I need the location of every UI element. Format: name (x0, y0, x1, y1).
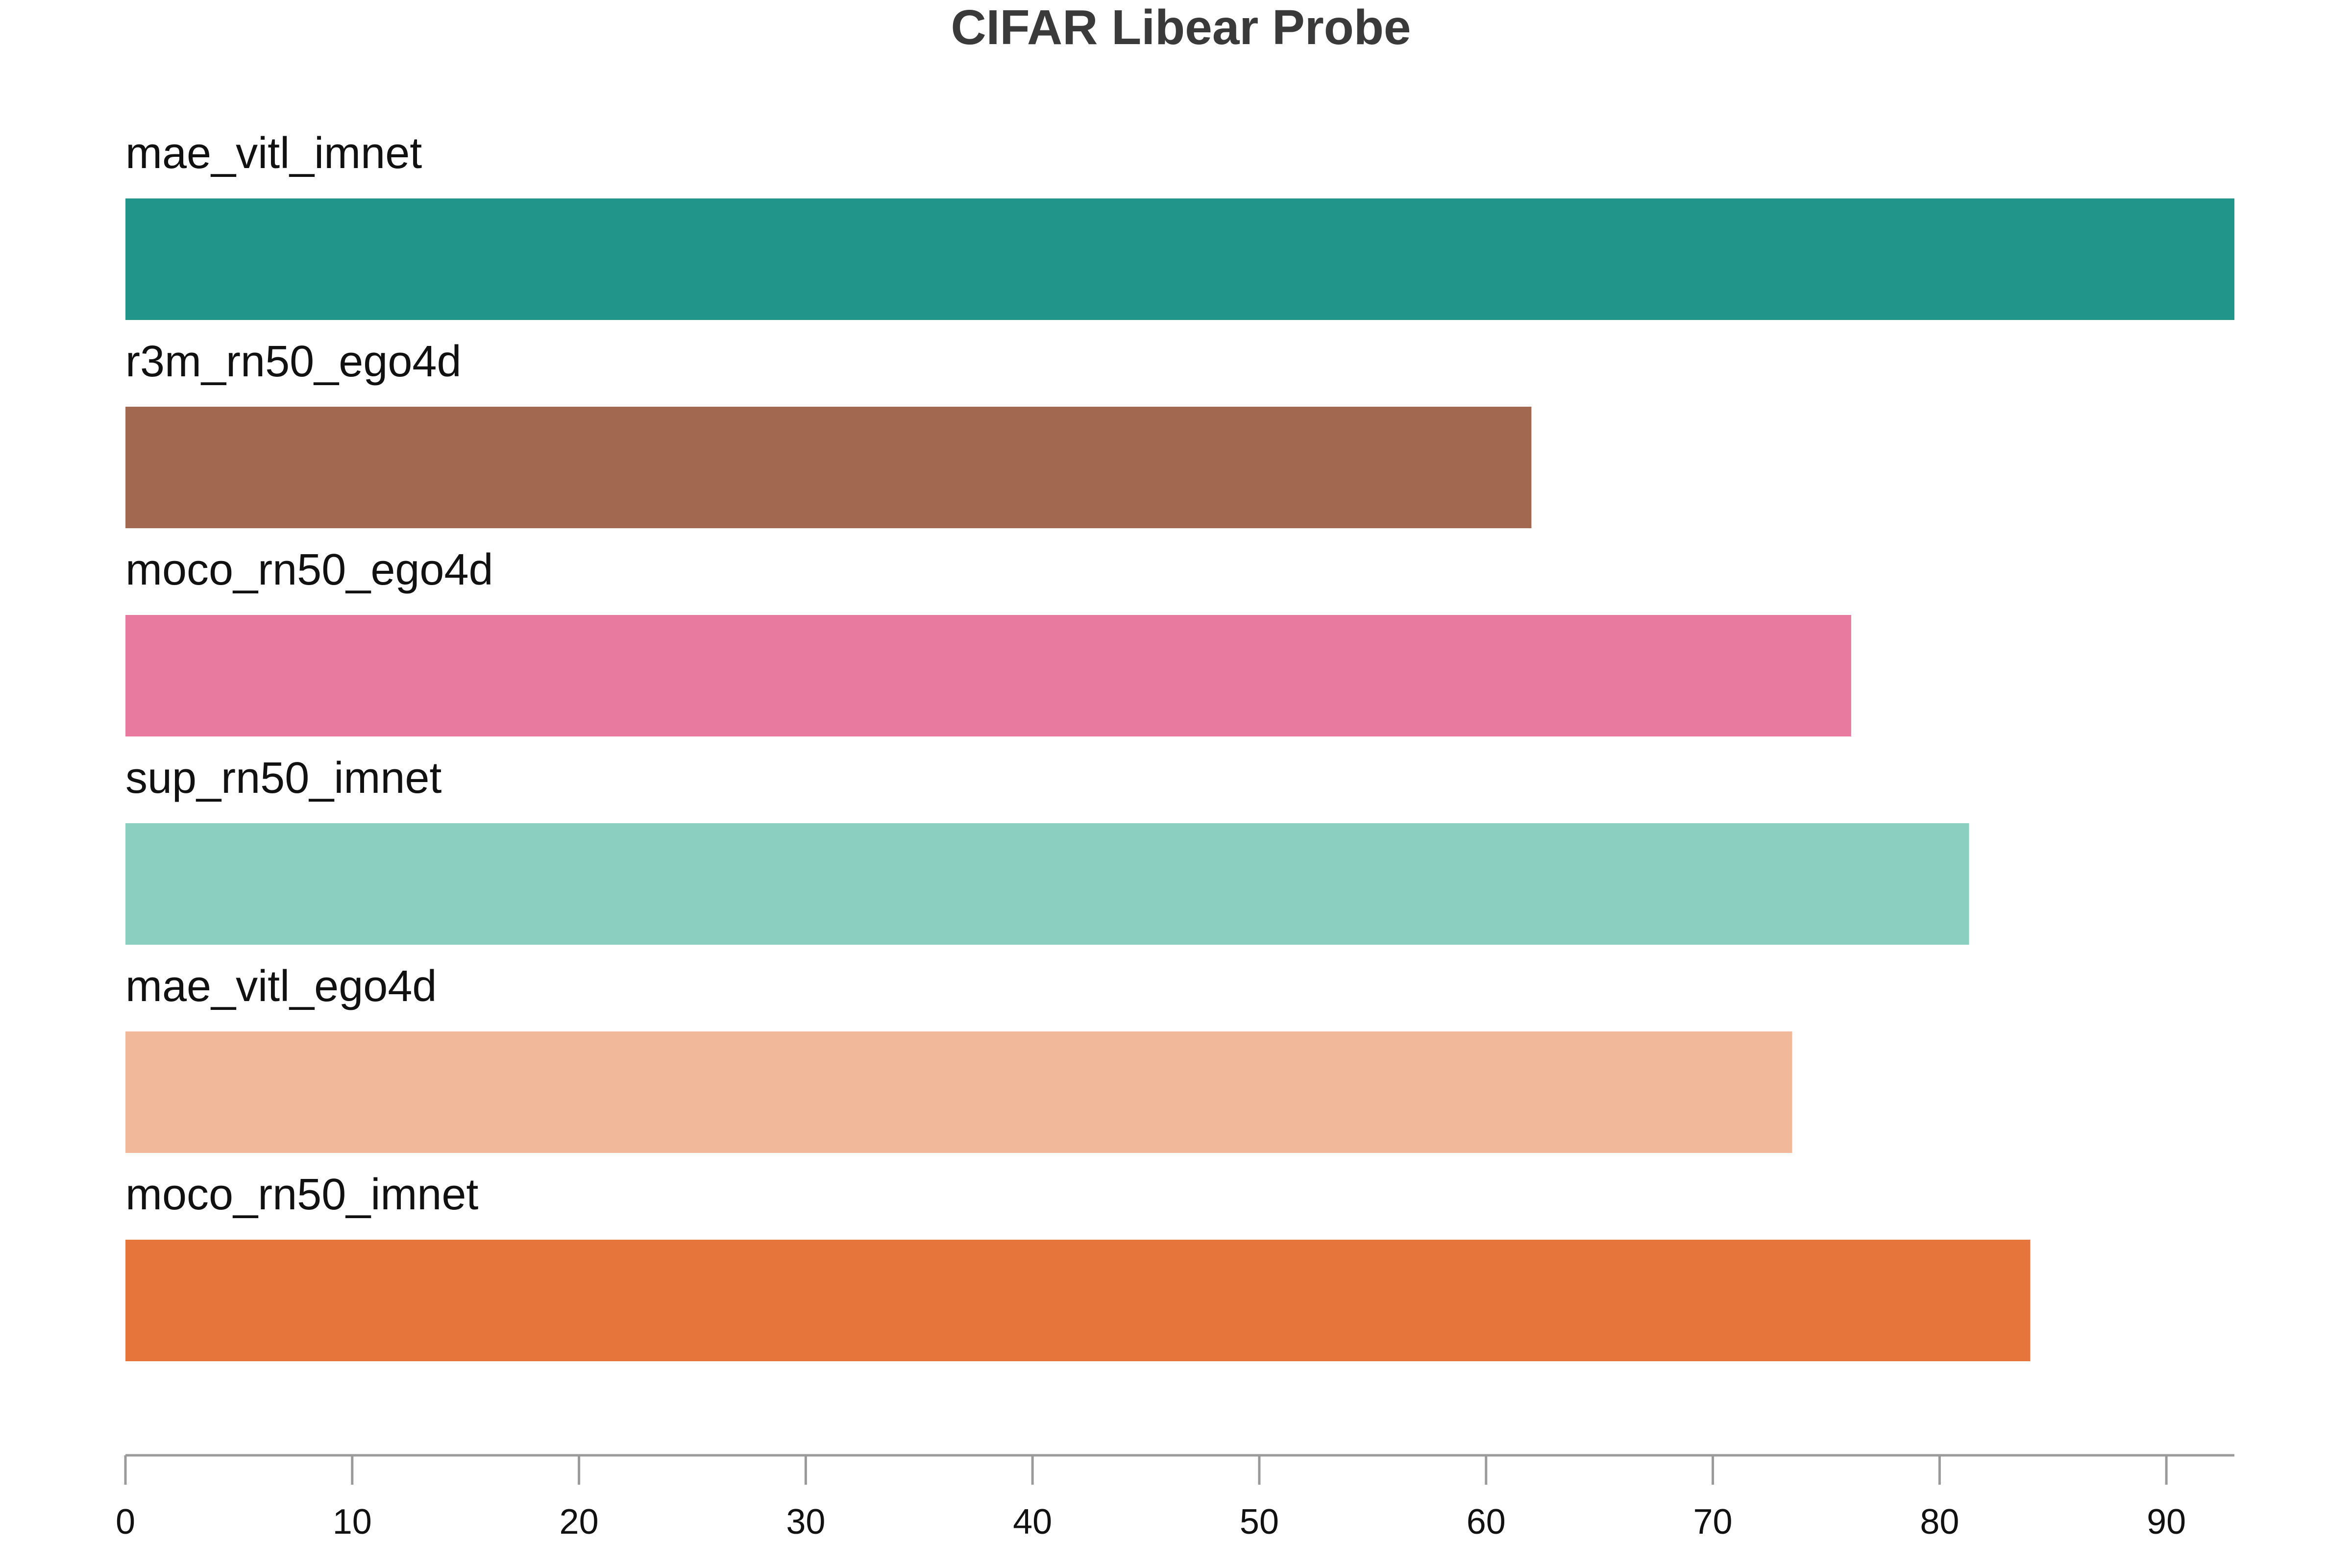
x-tick-label-40: 40 (1013, 1502, 1052, 1542)
bar-mae-vitl-imnet (125, 198, 2234, 320)
bar-moco-rn50-imnet (125, 1240, 2031, 1361)
x-tick-label-80: 80 (1920, 1502, 1959, 1542)
bar-label-r3m-rn50-ego4d: r3m_rn50_ego4d (125, 337, 462, 386)
x-axis-ticks: 0 10 20 30 40 50 60 70 80 90 (116, 1455, 2186, 1542)
x-tick-label-30: 30 (786, 1502, 825, 1542)
bar-r3m-rn50-ego4d (125, 407, 1532, 528)
bar-label-mae-vitl-ego4d: mae_vitl_ego4d (125, 962, 437, 1011)
chart-title: CIFAR Libear Probe (951, 0, 1411, 55)
bar-label-mae-vitl-imnet: mae_vitl_imnet (125, 129, 422, 178)
bar-label-moco-rn50-ego4d: moco_rn50_ego4d (125, 545, 493, 594)
x-tick-label-60: 60 (1467, 1502, 1506, 1542)
bars-group: mae_vitl_imnet r3m_rn50_ego4d moco_rn50_eg… (125, 129, 2234, 1361)
bar-sup-rn50-imnet (125, 823, 1969, 945)
bar-moco-rn50-ego4d (125, 615, 1851, 736)
bar-label-moco-rn50-imnet: moco_rn50_imnet (125, 1170, 478, 1219)
x-tick-label-10: 10 (333, 1502, 372, 1542)
bar-mae-vitl-ego4d (125, 1031, 1792, 1153)
x-tick-label-70: 70 (1693, 1502, 1733, 1542)
x-tick-label-50: 50 (1240, 1502, 1279, 1542)
bar-label-sup-rn50-imnet: sup_rn50_imnet (125, 754, 441, 803)
x-axis: 0 10 20 30 40 50 60 70 80 90 (116, 1454, 2234, 1542)
x-tick-label-0: 0 (116, 1502, 135, 1542)
x-tick-label-90: 90 (2147, 1502, 2186, 1542)
x-tick-label-20: 20 (560, 1502, 599, 1542)
